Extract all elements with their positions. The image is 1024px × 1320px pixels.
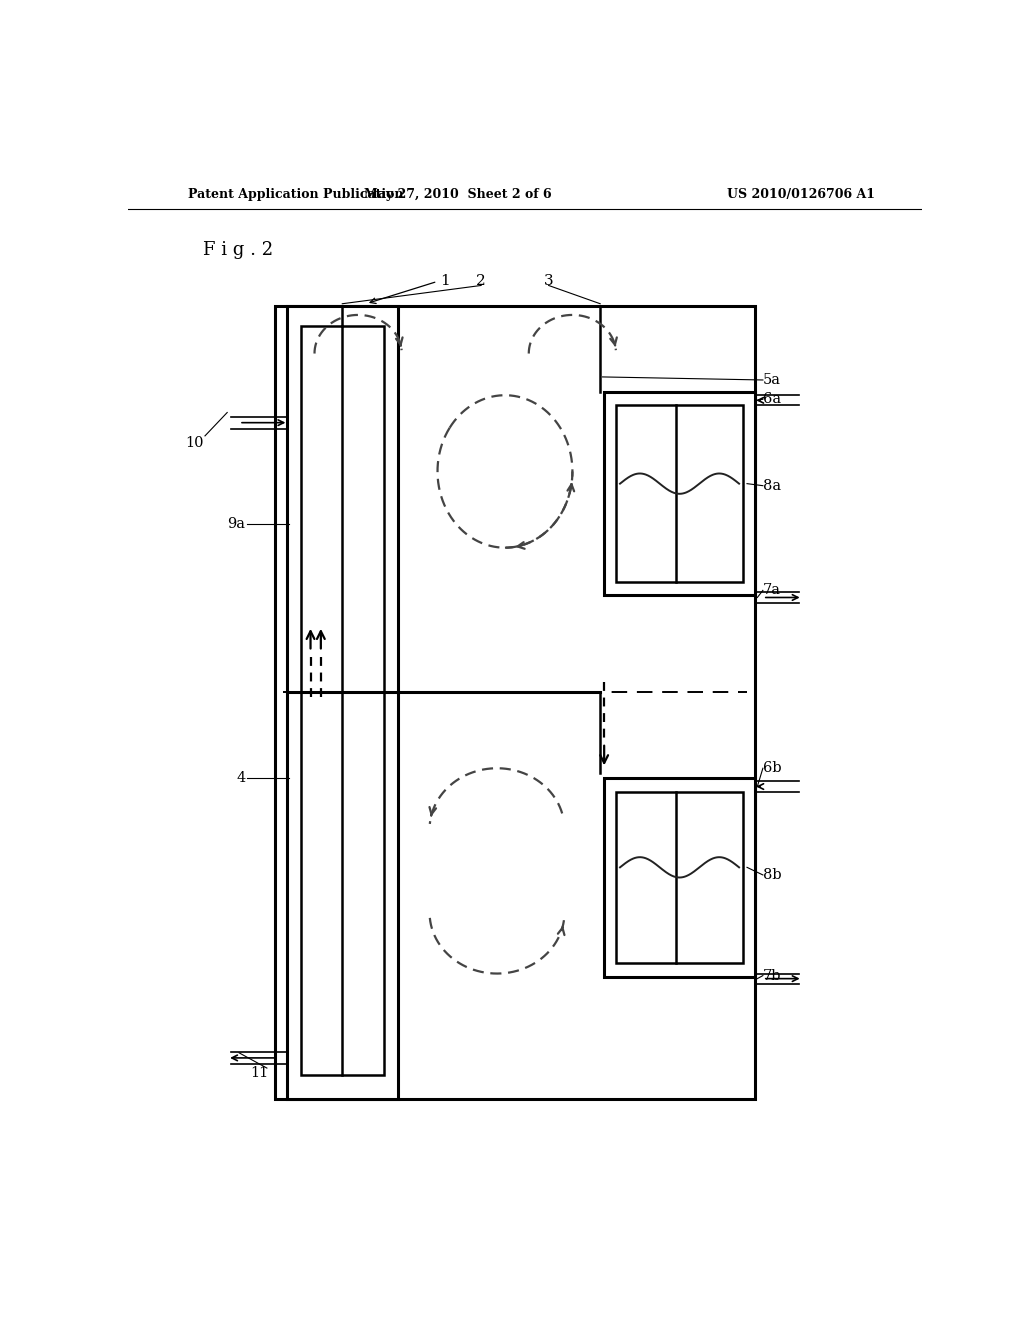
- Bar: [616, 405, 743, 582]
- Text: 9a: 9a: [227, 517, 246, 532]
- Bar: [616, 792, 743, 964]
- Text: 7b: 7b: [763, 969, 781, 982]
- Text: 3: 3: [544, 275, 553, 288]
- Text: 5a: 5a: [763, 374, 781, 387]
- Text: 4: 4: [237, 771, 246, 785]
- Text: 11: 11: [250, 1067, 268, 1080]
- Text: May 27, 2010  Sheet 2 of 6: May 27, 2010 Sheet 2 of 6: [364, 189, 551, 202]
- Text: 8b: 8b: [763, 869, 781, 882]
- Bar: [287, 306, 398, 1098]
- Bar: [274, 306, 755, 1098]
- Text: 1: 1: [440, 275, 451, 288]
- Text: 6b: 6b: [763, 762, 781, 775]
- Text: F i g . 2: F i g . 2: [204, 240, 273, 259]
- Text: US 2010/0126706 A1: US 2010/0126706 A1: [727, 189, 876, 202]
- Text: 7a: 7a: [763, 583, 781, 598]
- Text: 2: 2: [476, 275, 486, 288]
- Text: 10: 10: [185, 436, 204, 450]
- Bar: [604, 779, 755, 977]
- Bar: [604, 392, 755, 595]
- Text: Patent Application Publication: Patent Application Publication: [187, 189, 403, 202]
- Text: 6a: 6a: [763, 392, 781, 407]
- Text: 8a: 8a: [763, 479, 781, 492]
- Bar: [301, 326, 384, 1076]
